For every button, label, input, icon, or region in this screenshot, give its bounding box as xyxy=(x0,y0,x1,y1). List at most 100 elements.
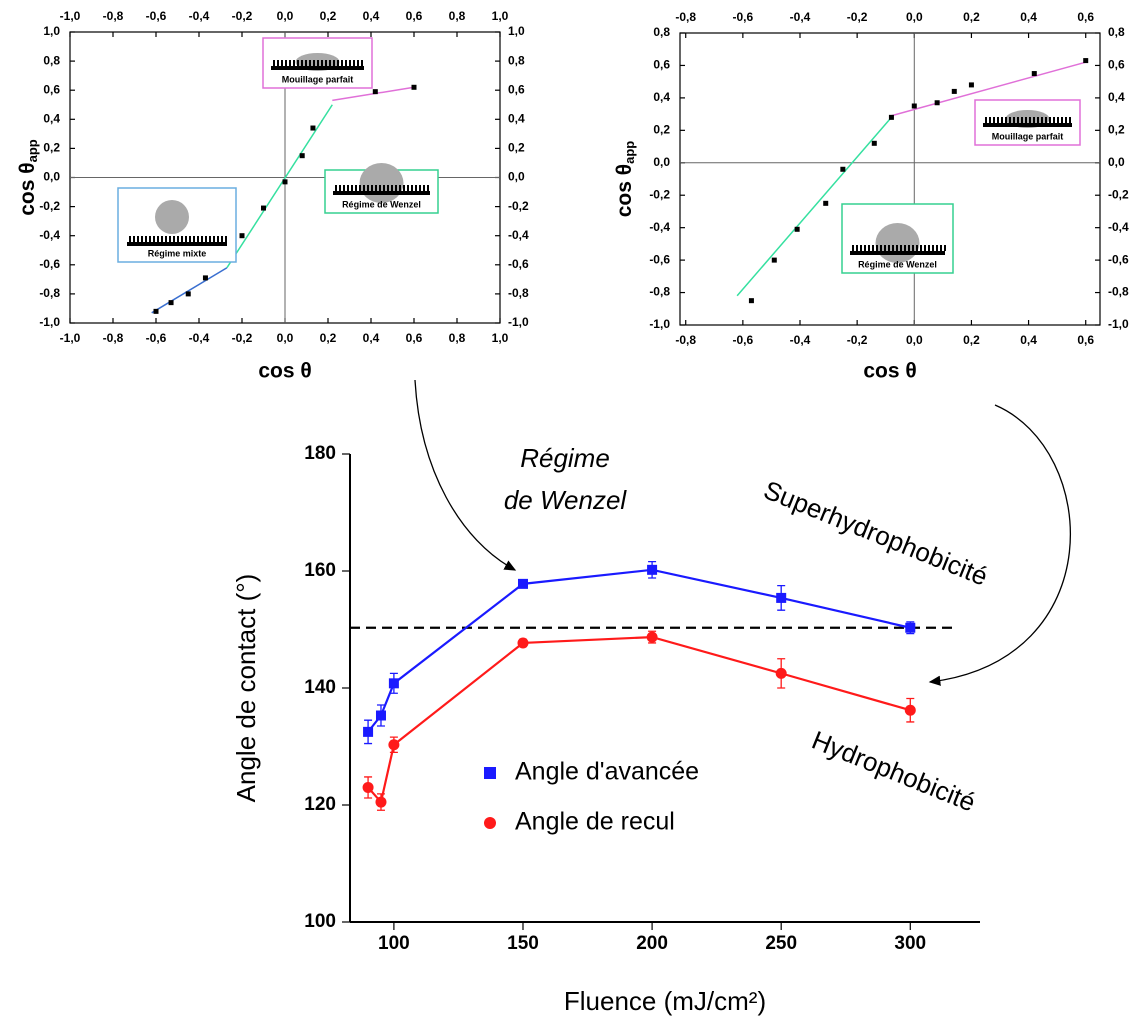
data-point xyxy=(299,153,305,159)
x-tick-label: 0,0 xyxy=(277,9,294,23)
x-tick-label: -0,6 xyxy=(146,9,167,23)
y-tick-label: 0,8 xyxy=(1108,25,1125,39)
pillar xyxy=(1045,117,1047,123)
pillar xyxy=(285,60,287,66)
y-tick-label: 100 xyxy=(304,911,336,932)
x-tick-label: 0,0 xyxy=(277,331,294,345)
arrow xyxy=(928,404,1071,686)
y-tick-label: 0,2 xyxy=(653,123,670,137)
y-tick-label: -1,0 xyxy=(508,315,529,329)
droplet xyxy=(155,200,189,234)
data-point xyxy=(372,89,378,95)
x-tick-label: 0,0 xyxy=(906,10,923,24)
annotation: Mouillage parfait xyxy=(974,99,1081,146)
pillar xyxy=(273,60,275,66)
pillar xyxy=(876,245,878,251)
pillar xyxy=(936,245,938,251)
pillar xyxy=(1061,117,1063,123)
pillar xyxy=(345,60,347,66)
droplet xyxy=(359,163,404,203)
pillar xyxy=(1017,117,1019,123)
pillar xyxy=(985,117,987,123)
legend-marker xyxy=(484,817,496,829)
x-tick-label: 0,6 xyxy=(1077,10,1094,24)
x-tick-label: -0,8 xyxy=(103,331,124,345)
annotation-label: Mouillage parfait xyxy=(992,131,1064,141)
y-tick-label: 0,4 xyxy=(43,111,60,125)
pillar xyxy=(864,245,866,251)
x-tick-label: 0,4 xyxy=(1020,333,1037,347)
x-tick-label: -0,6 xyxy=(146,331,167,345)
pillar xyxy=(395,185,397,191)
surface xyxy=(850,251,945,255)
pillar xyxy=(317,60,319,66)
x-tick-label: -0,2 xyxy=(847,10,868,24)
x-tick-label: -0,6 xyxy=(733,10,754,24)
data-point xyxy=(517,637,529,649)
x-tick-label: -0,8 xyxy=(675,10,696,24)
pillar xyxy=(884,245,886,251)
data-point xyxy=(776,592,787,603)
surface xyxy=(333,191,430,195)
x-axis-label: Fluence (mJ/cm²) xyxy=(564,986,766,1016)
y-axis-label: Angle de contact (°) xyxy=(231,574,261,803)
pillar xyxy=(856,245,858,251)
pillar xyxy=(375,185,377,191)
pillar xyxy=(169,236,171,242)
pillar xyxy=(391,185,393,191)
pillar xyxy=(387,185,389,191)
data-point xyxy=(904,704,916,716)
pillar xyxy=(359,185,361,191)
pillar xyxy=(193,236,195,242)
pillar xyxy=(325,60,327,66)
pillar xyxy=(900,245,902,251)
pillar xyxy=(129,236,131,242)
pillar xyxy=(1005,117,1007,123)
x-tick-label: -0,4 xyxy=(790,333,811,347)
y-tick-label: 0,4 xyxy=(653,90,670,104)
x-tick-label: 0,6 xyxy=(406,331,423,345)
y-tick-label: 0,4 xyxy=(1108,90,1125,104)
data-point xyxy=(771,257,777,263)
x-tick-label: 0,8 xyxy=(449,331,466,345)
y-axis-label-main: cos θ xyxy=(16,162,39,215)
y-tick-label: 0,0 xyxy=(43,170,60,184)
y-tick-label: 0,0 xyxy=(653,155,670,169)
data-point xyxy=(388,739,400,751)
pillar xyxy=(860,245,862,251)
pillar xyxy=(313,60,315,66)
x-tick-label: 0,4 xyxy=(1020,10,1037,24)
data-point xyxy=(1083,58,1089,64)
series-line xyxy=(367,568,911,733)
x-axis-label: cos θ xyxy=(258,360,311,383)
pillar xyxy=(141,236,143,242)
pillar xyxy=(892,245,894,251)
y-tick-label: 0,8 xyxy=(508,53,525,67)
pillar xyxy=(427,185,429,191)
pillar xyxy=(1001,117,1003,123)
pillar xyxy=(145,236,147,242)
y-axis-label-sub: app xyxy=(25,139,40,162)
pillar xyxy=(335,185,337,191)
annotation: Mouillage parfait xyxy=(262,37,373,89)
pillar xyxy=(165,236,167,242)
annotation-label: Régime de Wenzel xyxy=(858,259,937,269)
pillar xyxy=(157,236,159,242)
droplet xyxy=(875,223,920,263)
pillar xyxy=(217,236,219,242)
legend-label: Angle de recul xyxy=(515,808,675,836)
x-tick-label: -1,0 xyxy=(60,9,81,23)
x-tick-label: 0,6 xyxy=(406,9,423,23)
data-point xyxy=(905,622,916,633)
y-tick-label: -0,8 xyxy=(508,286,529,300)
data-point xyxy=(388,678,399,689)
data-point xyxy=(871,140,877,146)
y-tick-label: -0,6 xyxy=(508,257,529,271)
y-tick-label: 140 xyxy=(304,677,336,698)
y-tick-label: -0,4 xyxy=(649,220,670,234)
data-point xyxy=(1031,71,1037,77)
pillar xyxy=(407,185,409,191)
pillar xyxy=(908,245,910,251)
pillar xyxy=(399,185,401,191)
pillar xyxy=(363,185,365,191)
